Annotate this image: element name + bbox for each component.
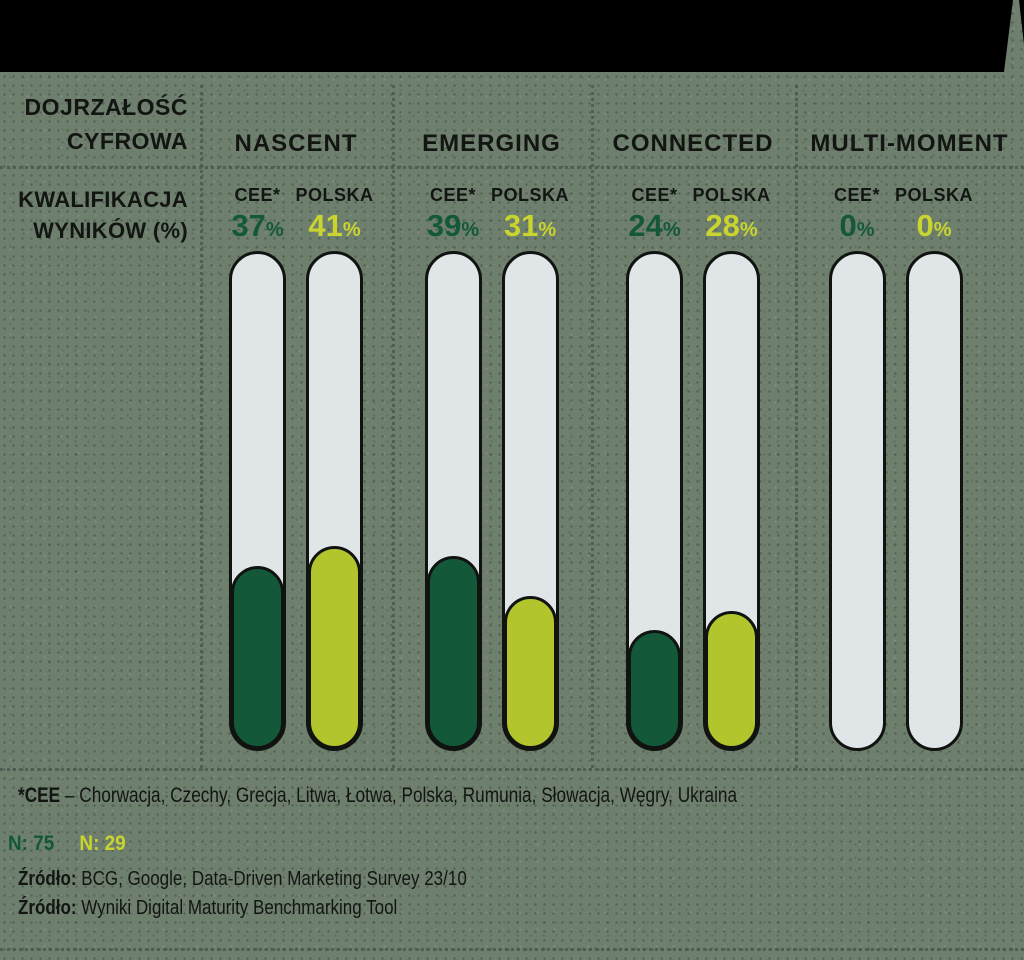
value-number: 37 (231, 208, 266, 243)
bar-cell-polska: POLSKA 41% (296, 185, 373, 751)
thermometer-tube-polska (703, 251, 760, 751)
bar-cell-cee: CEE* 0% (828, 185, 886, 751)
bar-fill-cee (426, 556, 480, 749)
category-header: EMERGING (422, 130, 561, 157)
value-number: 28 (705, 208, 740, 243)
percent-sign: % (856, 219, 875, 241)
value-label-cee: 37% (231, 207, 283, 251)
footnote-prefix: *CEE (18, 784, 61, 807)
series-label-cee: CEE* (429, 185, 476, 205)
percent-sign: % (739, 219, 758, 241)
bar-pair: CEE* 24% POLSKA 28% (591, 185, 795, 751)
category-header: CONNECTED (612, 130, 774, 157)
column-divider (795, 85, 798, 768)
bar-cell-polska: POLSKA 0% (895, 185, 973, 751)
header-rule (0, 166, 1024, 169)
row-title-qualification: KWALIFIKACJA WYNIKÓW (%) (0, 184, 188, 246)
column-divider (591, 85, 594, 768)
value-number: 31 (503, 208, 539, 243)
thermometer-tube-cee (626, 251, 683, 751)
category-header: NASCENT (234, 130, 358, 157)
category-column-emerging: EMERGING CEE* 39% POLSKA 31% (392, 85, 591, 770)
source-text: Wyniki Digital Maturity Benchmarking Too… (76, 897, 398, 919)
thermometer-tube-polska (501, 251, 559, 751)
sample-size-row: N: 75 N: 29 (8, 832, 126, 856)
bar-cell-polska: POLSKA 28% (693, 185, 770, 751)
value-label-cee: 0% (839, 207, 874, 251)
sample-size-cee: N: 75 (8, 832, 55, 855)
value-number: 0 (916, 208, 934, 243)
row-title-maturity: DOJRZAŁOŚĆ CYFROWA (0, 90, 188, 158)
source-line-2: Źródło: Wyniki Digital Maturity Benchmar… (18, 897, 397, 920)
category-column-nascent: NASCENT CEE* 37% POLSKA 41% (200, 85, 392, 770)
thermometer-tube-cee (229, 251, 286, 751)
bar-pair: CEE* 37% POLSKA 41% (200, 185, 392, 751)
series-label-cee: CEE* (234, 185, 281, 205)
bar-cell-cee: CEE* 39% (424, 185, 482, 751)
bar-fill-cee (231, 566, 284, 749)
value-label-polska: 0% (916, 207, 951, 251)
thermometer-tube-cee (424, 251, 482, 751)
bar-fill-polska (308, 546, 361, 749)
cee-footnote: *CEE – Chorwacja, Czechy, Grecja, Litwa,… (18, 784, 737, 808)
value-number: 39 (426, 208, 462, 243)
percent-sign: % (265, 219, 284, 241)
percent-sign: % (461, 219, 480, 241)
top-banner (0, 0, 1024, 72)
category-header: MULTI-MOMENT (810, 130, 1009, 157)
source-prefix: Źródło: (18, 868, 77, 890)
bar-cell-polska: POLSKA 31% (491, 185, 569, 751)
bar-pair: CEE* 39% POLSKA 31% (392, 185, 591, 751)
series-label-cee: CEE* (833, 185, 880, 205)
series-label-polska: POLSKA (895, 185, 974, 205)
category-column-connected: CONNECTED CEE* 24% POLSKA 28% (591, 85, 795, 770)
value-number: 41 (308, 208, 343, 243)
value-label-cee: 39% (427, 207, 479, 251)
percent-sign: % (662, 219, 681, 241)
category-column-multi-moment: MULTI-MOMENT CEE* 0% POLSKA 0% (795, 85, 1024, 770)
banner-band (0, 0, 1013, 72)
series-label-polska: POLSKA (491, 185, 570, 205)
series-label-polska: POLSKA (295, 185, 374, 205)
thermometer-tube-polska (306, 251, 363, 751)
bar-cell-cee: CEE* 37% (229, 185, 286, 751)
value-label-polska: 28% (705, 207, 757, 251)
page-bottom-rule (0, 948, 1024, 951)
value-label-polska: 41% (308, 207, 360, 251)
bar-pair: CEE* 0% POLSKA 0% (781, 185, 1010, 751)
column-divider (392, 85, 395, 768)
banner-corner-triangle (1019, 0, 1024, 45)
qualification-line1: KWALIFIKACJA (18, 187, 188, 212)
maturity-line2: CYFROWA (66, 128, 188, 154)
sample-size-polska: N: 29 (79, 832, 126, 855)
value-number: 0 (839, 208, 857, 243)
thermometer-tube-polska (905, 251, 963, 751)
value-label-cee: 24% (628, 207, 680, 251)
chart-bottom-rule (0, 768, 1024, 771)
value-number: 24 (628, 208, 663, 243)
bar-cell-cee: CEE* 24% (626, 185, 683, 751)
source-line-1: Źródło: BCG, Google, Data-Driven Marketi… (18, 868, 467, 891)
thermometer-tube-cee (828, 251, 886, 751)
footnote-text: – Chorwacja, Czechy, Grecja, Litwa, Łotw… (60, 784, 738, 807)
percent-sign: % (538, 219, 557, 241)
bar-fill-polska (503, 595, 557, 749)
source-prefix: Źródło: (18, 897, 77, 919)
series-label-polska: POLSKA (692, 185, 771, 205)
bar-fill-polska (705, 610, 758, 749)
value-label-polska: 31% (504, 207, 556, 251)
percent-sign: % (933, 219, 952, 241)
percent-sign: % (342, 219, 361, 241)
qualification-line2: WYNIKÓW (%) (33, 218, 188, 243)
source-text: BCG, Google, Data-Driven Marketing Surve… (76, 868, 467, 890)
maturity-line1: DOJRZAŁOŚĆ (24, 94, 188, 120)
series-label-cee: CEE* (631, 185, 678, 205)
bar-fill-cee (628, 630, 681, 749)
column-divider (200, 85, 203, 768)
